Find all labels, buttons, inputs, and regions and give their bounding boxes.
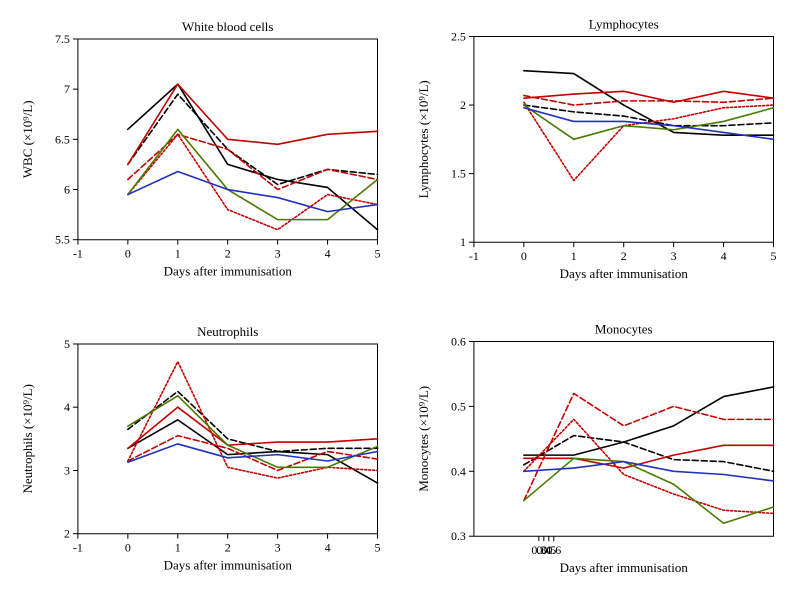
y-tick-label: 1.5 [450,167,465,181]
y-tick-label: 1 [459,235,465,249]
x-tick-label: 4 [720,249,726,263]
x-tick-label: 2 [225,247,231,261]
x-tick-label: 0 [520,249,526,263]
x-axis-label: Days after immunisation [559,266,688,281]
y-tick-label: 0.6 [450,334,465,348]
series-red-dot [128,134,378,229]
x-tick-label: 3 [670,249,676,263]
series-blue-solid [523,461,773,480]
x-tick-label: -1 [73,540,83,554]
x-tick-label: 3 [275,247,281,261]
series-red-dot [523,102,773,180]
x-axis-label: Days after immunisation [164,557,293,572]
x-tick-label: 0 [125,247,131,261]
x-tick-label: 5 [375,247,381,261]
chart-title: Neutrophils [197,324,258,339]
x-tick-label: 5 [375,540,381,554]
panel-neut: Neutrophils -1 0 1 2 3 4 5 2 3 4 5 Days after immuni… [16,315,388,587]
y-tick-label: 5.5 [55,233,70,247]
y-tick-label: 7 [64,82,70,96]
y-axis-label: WBC (×10⁹/L) [20,100,35,178]
panel-mono: Monocytes0.30.40.50.60.30.40.50.6Days af… [412,315,784,587]
y-tick-label: 5 [64,337,70,351]
chart-title: Lymphocytes [588,16,658,31]
x-tick-label: 4 [325,540,331,554]
y-tick-label: 6 [64,183,70,197]
y-tick-label: 3 [64,463,70,477]
y-axis-label: Lymphocytes (×10⁹/L) [415,80,430,198]
x-tick-label: 1 [175,540,181,554]
x-tick-label: -1 [73,247,83,261]
x-tick-label: 1 [570,249,576,263]
series-red-solid [523,445,773,468]
series-blue-solid [523,108,773,140]
series-red-dot [128,361,378,477]
y-axis-label: Neutrophils (×10⁹/L) [20,384,35,493]
y-tick-label: 0.3 [450,529,465,543]
y-tick-label: 2 [459,98,465,112]
chart-title: White blood cells [182,19,273,34]
x-tick-label: 1 [175,247,181,261]
series-green-solid [523,458,773,523]
x-tick-label: 4 [325,247,331,261]
series-black-solid [128,84,378,230]
y-tick-label: 2 [64,526,70,540]
series-blue-solid [128,171,378,211]
y-tick-label: 2.5 [450,29,465,43]
chart-grid: White blood cells -1 0 1 2 3 4 5 5.5 6 6.5 7 7.5 Days… [0,0,799,587]
y-tick-label: 6.5 [55,132,70,146]
x-tick-label: 2 [225,540,231,554]
panel-lymph: Lymphocytes -1 0 1 2 3 4 5 1 1.5 2 2.5 Days after im… [412,10,784,293]
x-tick-label: 3 [275,540,281,554]
x-tick-label: 5 [770,249,776,263]
series-black-solid [128,419,378,482]
x-tick-label: 0 [125,540,131,554]
x-axis-label: Days after immunisation [559,560,688,575]
x-axis-label: Days after immunisation [164,264,293,279]
chart-title: Monocytes [594,321,652,336]
y-tick-label: 0.4 [450,464,465,478]
series-black-dash [128,94,378,184]
y-axis-label: Monocytes (×10⁹/L) [415,386,430,492]
y-tick-label: 4 [64,400,70,414]
panel-wbc: White blood cells -1 0 1 2 3 4 5 5.5 6 6.5 7 7.5 Days… [16,10,388,293]
x-tick-label: 2 [620,249,626,263]
series-green-solid [128,129,378,219]
x-tick-label: 0.6 [546,543,561,557]
y-tick-label: 0.5 [450,399,465,413]
y-tick-label: 7.5 [55,32,70,46]
x-tick-label: -1 [468,249,478,263]
